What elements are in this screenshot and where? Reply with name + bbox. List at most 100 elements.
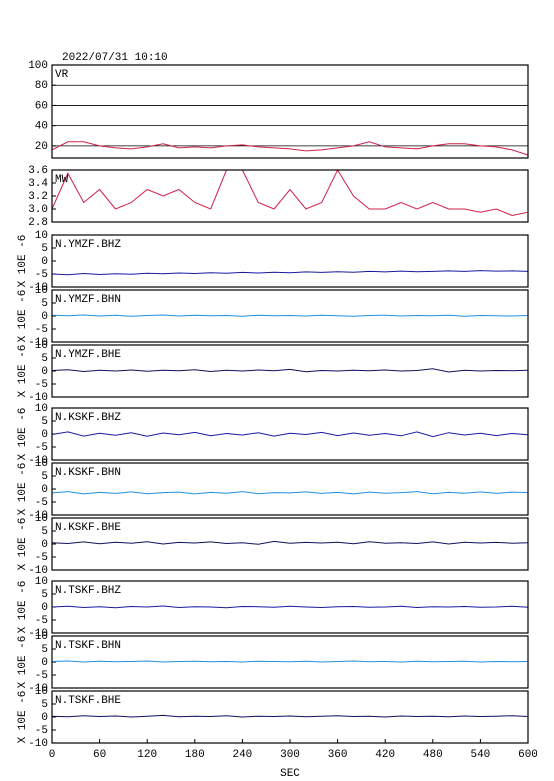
panel-label: VR	[55, 69, 69, 81]
y-tick-label: 3.2	[28, 191, 48, 203]
y-axis-label: X 10E -6	[17, 518, 29, 571]
y-tick-label: 5	[41, 644, 48, 656]
chart-title: 2022/07/31 10:10	[62, 52, 168, 64]
plot-frame	[51, 64, 529, 159]
y-tick-label: -5	[35, 670, 48, 682]
y-tick-label: -10	[28, 455, 48, 467]
y-tick-label: 3.0	[28, 204, 48, 216]
y-tick-label: -10	[28, 565, 48, 577]
y-tick-label: 5	[41, 298, 48, 310]
panel-label: N.KSKF.BHE	[55, 522, 121, 534]
y-tick-label: 0	[41, 484, 48, 496]
y-tick-label: 5	[41, 416, 48, 428]
y-tick-label: 5	[41, 243, 48, 255]
y-tick-label: -5	[35, 725, 48, 737]
series-line	[51, 714, 529, 718]
y-tick-label: 5	[41, 471, 48, 483]
y-tick-label: 0	[41, 311, 48, 323]
plot-frame	[51, 580, 529, 634]
plot-frame	[51, 635, 529, 689]
x-tick-label: 480	[423, 749, 443, 761]
panel-label: N.KSKF.BHZ	[55, 412, 121, 424]
plot-frame	[51, 169, 529, 223]
y-tick-label: -10	[28, 282, 48, 294]
panel-label: N.TSKF.BHZ	[55, 585, 121, 597]
y-tick-label: -10	[28, 510, 48, 522]
panel-label: MW	[55, 174, 69, 186]
y-tick-label: 10	[35, 576, 48, 588]
series-line	[51, 491, 529, 495]
y-tick-label: 10	[35, 230, 48, 242]
y-axis-label: X 10E -6	[17, 408, 29, 461]
y-axis-label: X 10E -6	[17, 290, 29, 343]
y-axis-label: X 10E -6	[17, 345, 29, 398]
y-tick-label: 5	[41, 526, 48, 538]
series-line	[51, 168, 529, 217]
x-tick-label: 240	[232, 749, 252, 761]
y-tick-label: 3.4	[28, 178, 48, 190]
y-tick-label: 3.6	[28, 165, 48, 177]
y-tick-label: -5	[35, 497, 48, 509]
y-tick-label: 0	[41, 256, 48, 268]
y-tick-label: -5	[35, 269, 48, 281]
y-tick-label: 2.8	[28, 217, 48, 229]
y-tick-label: -10	[28, 392, 48, 404]
y-axis-label: X 10E -6	[17, 581, 29, 634]
panel-label: N.KSKF.BHN	[55, 467, 121, 479]
y-tick-label: -10	[28, 738, 48, 750]
y-tick-label: -10	[28, 683, 48, 695]
y-axis-label: X 10E -6	[17, 636, 29, 689]
panel-label: N.YMZF.BHN	[55, 294, 121, 306]
series-line	[51, 368, 529, 373]
series-line	[51, 270, 529, 276]
y-tick-label: 60	[35, 100, 48, 112]
y-tick-label: 5	[41, 353, 48, 365]
series-line	[51, 141, 529, 156]
y-tick-label: 0	[41, 657, 48, 669]
y-tick-label: 40	[35, 121, 48, 133]
y-tick-label: 0	[41, 366, 48, 378]
y-tick-label: 10	[35, 403, 48, 415]
x-tick-label: 540	[470, 749, 490, 761]
y-tick-label: -5	[35, 379, 48, 391]
y-tick-label: 80	[35, 80, 48, 92]
series-line	[51, 314, 529, 317]
y-tick-label: 10	[35, 458, 48, 470]
y-tick-label: 0	[41, 712, 48, 724]
plot-frame	[51, 344, 529, 398]
series-line	[51, 660, 529, 663]
x-tick-label: 420	[375, 749, 395, 761]
y-tick-label: 0	[41, 429, 48, 441]
y-tick-label: 10	[35, 340, 48, 352]
series-line	[51, 605, 529, 609]
y-tick-label: 10	[35, 285, 48, 297]
plot-frame	[51, 517, 529, 571]
y-tick-label: 100	[28, 60, 48, 72]
y-tick-label: -10	[28, 337, 48, 349]
y-axis-label: X 10E -6	[17, 235, 29, 288]
y-axis-label: X 10E -6	[17, 463, 29, 516]
y-tick-label: 10	[35, 513, 48, 525]
plot-frame	[51, 234, 529, 288]
x-tick-label: 120	[137, 749, 157, 761]
y-tick-label: 10	[35, 686, 48, 698]
x-tick-label: 0	[49, 749, 56, 761]
panel-label: N.TSKF.BHN	[55, 640, 121, 652]
x-tick-label: 360	[328, 749, 348, 761]
panel-label: N.YMZF.BHE	[55, 349, 121, 361]
series-line	[51, 431, 529, 438]
y-tick-label: -5	[35, 324, 48, 336]
y-tick-label: -5	[35, 615, 48, 627]
y-tick-label: -5	[35, 552, 48, 564]
y-axis-label: X 10E -6	[17, 691, 29, 744]
plot-frame	[51, 462, 529, 516]
y-tick-label: 5	[41, 699, 48, 711]
x-tick-label: 60	[93, 749, 106, 761]
y-tick-label: 0	[41, 602, 48, 614]
plot-frame	[51, 289, 529, 343]
y-tick-label: -5	[35, 442, 48, 454]
panel-label: N.YMZF.BHZ	[55, 239, 121, 251]
x-tick-label: 300	[280, 749, 300, 761]
y-tick-label: 5	[41, 589, 48, 601]
